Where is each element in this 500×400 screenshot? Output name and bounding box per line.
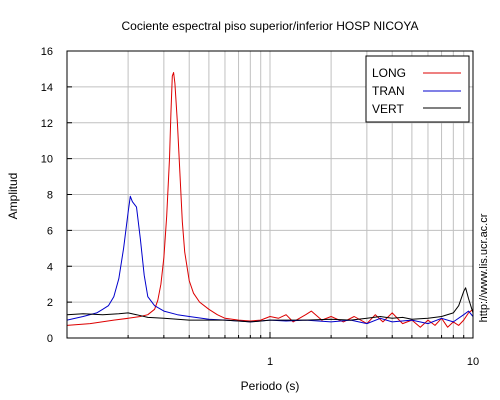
y-tick-label: 8 (47, 190, 53, 202)
x-tick-label: 10 (467, 356, 479, 368)
legend: LONG TRAN VERT (365, 55, 470, 123)
source-url: http://www.lis.ucr.ac.cr (478, 213, 490, 322)
y-tick-label: 14 (41, 82, 53, 94)
chart-title: Cociente espectral piso superior/inferio… (121, 19, 418, 33)
series-line-tran (66, 195, 474, 325)
x-axis-label: Periodo (s) (241, 379, 300, 393)
y-tick-label: 0 (47, 333, 53, 345)
y-tick-label: 16 (41, 46, 53, 58)
tick-labels: 0 2 4 6 8 10 12 14 16 1 10 (41, 46, 479, 368)
legend-label-tran: TRAN (372, 84, 405, 98)
y-tick-label: 10 (41, 154, 53, 166)
legend-box (365, 55, 470, 123)
y-tick-label: 12 (41, 118, 53, 130)
y-tick-label: 4 (47, 261, 53, 273)
y-tick-label: 2 (47, 297, 53, 309)
plot-lines (66, 72, 474, 328)
y-tick-label: 6 (47, 225, 53, 237)
series-line-long (66, 72, 474, 328)
series-line-vert (66, 287, 474, 323)
y-axis-label: Amplitud (6, 173, 20, 220)
legend-label-long: LONG (372, 66, 406, 80)
x-tick-label: 1 (267, 356, 273, 368)
legend-label-vert: VERT (372, 102, 404, 116)
